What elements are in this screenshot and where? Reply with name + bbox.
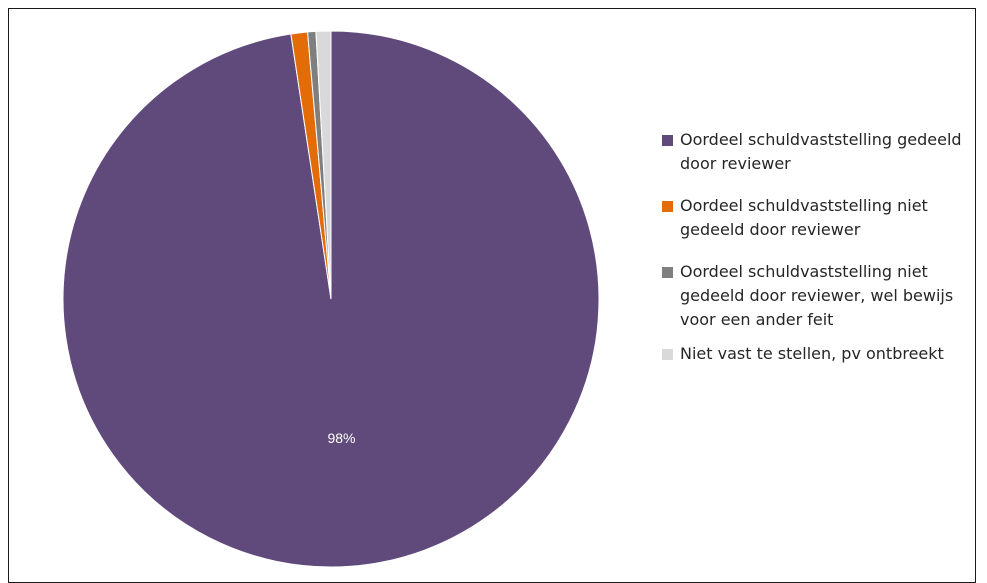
pie-slice-undetermined	[315, 30, 332, 300]
legend-swatch-undetermined	[662, 349, 673, 360]
legend-label-undetermined: Niet vast te stellen, pv ontbreekt	[680, 344, 944, 363]
data-label-agreed: 98%	[327, 430, 355, 446]
legend-item-other-fact: Oordeel schuldvaststelling niet gedeeld …	[662, 260, 982, 332]
legend-item-agreed: Oordeel schuldvaststelling gedeeld door …	[662, 128, 982, 176]
legend-item-not-agreed: Oordeel schuldvaststelling niet gedeeld …	[662, 194, 982, 242]
legend-swatch-agreed	[662, 135, 673, 146]
legend-label-not-agreed: Oordeel schuldvaststelling niet gedeeld …	[680, 196, 928, 239]
legend-item-undetermined: Niet vast te stellen, pv ontbreekt	[662, 342, 982, 366]
legend-label-other-fact: Oordeel schuldvaststelling niet gedeeld …	[680, 262, 954, 329]
legend-swatch-other-fact	[662, 267, 673, 278]
legend: Oordeel schuldvaststelling gedeeld door …	[662, 128, 982, 384]
legend-swatch-not-agreed	[662, 201, 673, 212]
pie-data-labels: 98%	[327, 430, 355, 446]
legend-label-agreed: Oordeel schuldvaststelling gedeeld door …	[680, 130, 962, 173]
pie-slices	[62, 30, 600, 568]
